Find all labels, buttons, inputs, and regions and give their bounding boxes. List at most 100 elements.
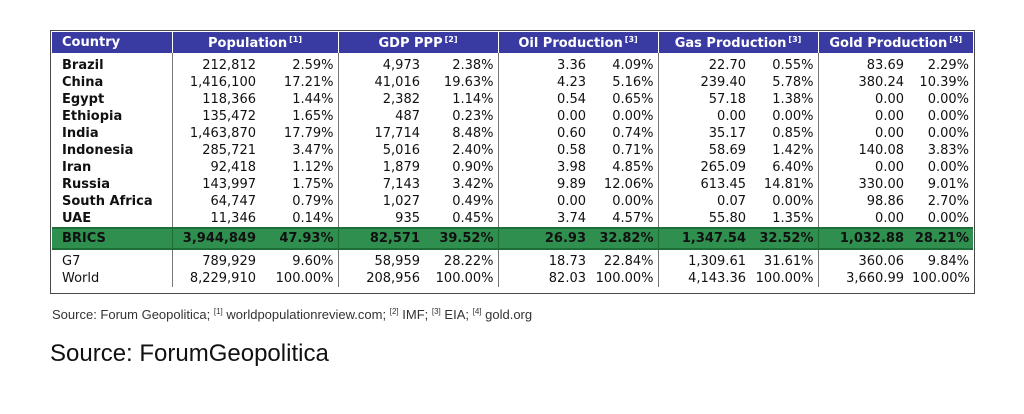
cell-gdp: 7,143 bbox=[337, 176, 424, 193]
cell-gas-pct: 0.00% bbox=[772, 194, 814, 209]
row-name: India bbox=[62, 126, 99, 141]
cell-gold-pct: 9.84% bbox=[927, 254, 969, 269]
cell-population-pct: 0.79% bbox=[292, 194, 334, 209]
cell-population: 212,812 bbox=[171, 53, 260, 74]
cell-population-pct: 1.12% bbox=[292, 160, 334, 175]
cell-gas: 4,143.36 bbox=[657, 270, 750, 287]
cell-gas-pct: 6.40% bbox=[772, 160, 814, 175]
cell-gdp: 208,956 bbox=[337, 270, 424, 287]
cell-oil-pct: 5.16% bbox=[612, 75, 654, 90]
row-name: Iran bbox=[62, 160, 92, 175]
cell-gold-pct: 0.00% bbox=[927, 109, 969, 124]
table-row: Ethiopia 135,472 1.65% 487 0.23% 0.00 0.00% 0.0… bbox=[52, 108, 973, 125]
cell-population: 789,929 bbox=[171, 249, 260, 270]
cell-population-pct: 100.00% bbox=[275, 271, 334, 286]
cell-population: 3,944,849 bbox=[171, 227, 260, 250]
table-row: South Africa 64,747 0.79% 1,027 0.49% 0.00 0.0… bbox=[52, 193, 973, 210]
cell-population-pct: 1.44% bbox=[292, 92, 334, 107]
cell-gas: 265.09 bbox=[657, 159, 750, 176]
cell-oil-pct: 100.00% bbox=[595, 271, 654, 286]
cell-oil: 3.74 bbox=[497, 210, 590, 228]
cell-gold: 140.08 bbox=[817, 142, 908, 159]
cell-gdp-pct: 0.90% bbox=[452, 160, 494, 175]
header-oil-production: Oil Production [3] bbox=[497, 32, 658, 53]
cell-gas: 0.07 bbox=[657, 193, 750, 210]
cell-population: 92,418 bbox=[171, 159, 260, 176]
cell-oil: 82.03 bbox=[497, 270, 590, 287]
cell-oil: 0.00 bbox=[497, 193, 590, 210]
cell-gdp-pct: 39.52% bbox=[424, 227, 498, 250]
cell-gold: 0.00 bbox=[817, 159, 908, 176]
cell-gas: 55.80 bbox=[657, 210, 750, 228]
cell-population: 64,747 bbox=[171, 193, 260, 210]
cell-gdp-pct: 3.42% bbox=[452, 177, 494, 192]
cell-oil: 0.58 bbox=[497, 142, 590, 159]
cell-gold-pct: 9.01% bbox=[927, 177, 969, 192]
cell-population: 285,721 bbox=[171, 142, 260, 159]
row-name: South Africa bbox=[62, 194, 153, 209]
cell-gdp: 4,973 bbox=[337, 53, 424, 74]
cell-gdp-pct: 1.14% bbox=[452, 92, 494, 107]
cell-gdp-pct: 8.48% bbox=[452, 126, 494, 141]
row-name: Indonesia bbox=[62, 143, 134, 158]
row-name: World bbox=[62, 271, 100, 286]
cell-gdp-pct: 0.45% bbox=[452, 211, 494, 226]
cell-gas-pct: 0.85% bbox=[772, 126, 814, 141]
table-row-g7: G7 789,929 9.60% 58,959 28.22% 18.73 22.… bbox=[52, 249, 973, 270]
cell-gold: 380.24 bbox=[817, 74, 908, 91]
table-row: China 1,416,100 17.21% 41,016 19.63% 4.23 5.16… bbox=[52, 74, 973, 91]
cell-gdp-pct: 2.38% bbox=[452, 58, 494, 73]
cell-gold-pct: 0.00% bbox=[927, 160, 969, 175]
cell-gdp: 5,016 bbox=[337, 142, 424, 159]
cell-oil: 3.98 bbox=[497, 159, 590, 176]
cell-oil-pct: 0.65% bbox=[612, 92, 654, 107]
table-row: India 1,463,870 17.79% 17,714 8.48% 0.60 0.74%… bbox=[52, 125, 973, 142]
cell-oil-pct: 4.57% bbox=[612, 211, 654, 226]
table-row: UAE 11,346 0.14% 935 0.45% 3.74 4.57% 55.80 1.35… bbox=[52, 210, 973, 228]
row-name: Russia bbox=[62, 177, 110, 192]
cell-gas: 239.40 bbox=[657, 74, 750, 91]
cell-oil-pct: 32.82% bbox=[590, 227, 658, 250]
cell-population-pct: 1.65% bbox=[292, 109, 334, 124]
cell-oil: 4.23 bbox=[497, 74, 590, 91]
row-name: UAE bbox=[62, 211, 92, 226]
aggregate-rows: BRICS 3,944,849 47.93% 82,571 39.52% 26.… bbox=[52, 227, 973, 287]
cell-population-pct: 1.75% bbox=[292, 177, 334, 192]
cell-gas: 0.00 bbox=[657, 108, 750, 125]
header-gas-production: Gas Production [3] bbox=[657, 32, 818, 53]
cell-gas: 57.18 bbox=[657, 91, 750, 108]
cell-gdp-pct: 19.63% bbox=[443, 75, 494, 90]
cell-gas-pct: 1.42% bbox=[772, 143, 814, 158]
brics-comparison-table: Country Population [1] GDP PPP [2] Oil Pro… bbox=[52, 32, 973, 287]
cell-gas: 1,309.61 bbox=[657, 249, 750, 270]
cell-oil: 26.93 bbox=[497, 227, 590, 250]
cell-gold-pct: 0.00% bbox=[927, 92, 969, 107]
cell-gdp: 41,016 bbox=[337, 74, 424, 91]
header-gold-production: Gold Production [4] bbox=[817, 32, 973, 53]
cell-oil: 9.89 bbox=[497, 176, 590, 193]
row-name: BRICS bbox=[52, 227, 172, 250]
cell-gdp-pct: 2.40% bbox=[452, 143, 494, 158]
cell-gold: 3,660.99 bbox=[817, 270, 908, 287]
cell-oil-pct: 12.06% bbox=[603, 177, 654, 192]
cell-gold: 0.00 bbox=[817, 91, 908, 108]
cell-oil-pct: 4.85% bbox=[612, 160, 654, 175]
cell-gold-pct: 28.21% bbox=[908, 227, 973, 250]
cell-oil-pct: 0.00% bbox=[612, 109, 654, 124]
row-name: Egypt bbox=[62, 92, 105, 107]
cell-gas-pct: 32.52% bbox=[750, 227, 818, 250]
cell-gold-pct: 0.00% bbox=[927, 126, 969, 141]
cell-gas-pct: 31.61% bbox=[763, 254, 814, 269]
cell-population: 11,346 bbox=[171, 210, 260, 228]
cell-gas-pct: 1.38% bbox=[772, 92, 814, 107]
cell-population: 135,472 bbox=[171, 108, 260, 125]
cell-gold: 98.86 bbox=[817, 193, 908, 210]
cell-gold-pct: 10.39% bbox=[919, 75, 969, 90]
cell-oil: 18.73 bbox=[497, 249, 590, 270]
cell-gold: 83.69 bbox=[817, 53, 908, 74]
cell-gdp: 935 bbox=[337, 210, 424, 228]
cell-gold-pct: 0.00% bbox=[927, 211, 969, 226]
cell-gas-pct: 1.35% bbox=[772, 211, 814, 226]
header-country: Country bbox=[62, 35, 121, 50]
table-header: Country Population [1] GDP PPP [2] Oil Pro… bbox=[52, 32, 973, 53]
